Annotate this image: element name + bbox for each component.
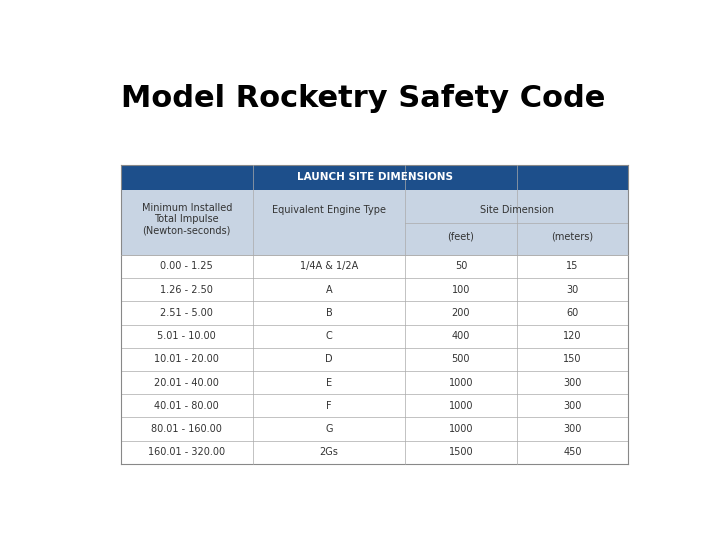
Text: Minimum Installed
Total Impulse
(Newton-seconds): Minimum Installed Total Impulse (Newton-…: [142, 203, 232, 236]
Text: Model Rocketry Safety Code: Model Rocketry Safety Code: [121, 84, 605, 112]
Text: 1/4A & 1/2A: 1/4A & 1/2A: [300, 261, 358, 272]
Text: C: C: [325, 331, 332, 341]
Text: 50: 50: [455, 261, 467, 272]
Text: A: A: [325, 285, 332, 295]
Text: 450: 450: [563, 447, 582, 457]
Text: F: F: [326, 401, 332, 411]
Text: 15: 15: [567, 261, 579, 272]
Bar: [121, 371, 629, 394]
Text: LAUNCH SITE DIMENSIONS: LAUNCH SITE DIMENSIONS: [297, 172, 453, 183]
Text: 400: 400: [451, 331, 470, 341]
Text: 0.00 - 1.25: 0.00 - 1.25: [161, 261, 213, 272]
Text: 1.26 - 2.50: 1.26 - 2.50: [161, 285, 213, 295]
Text: 2Gs: 2Gs: [320, 447, 338, 457]
Text: 1000: 1000: [449, 377, 473, 388]
Text: 120: 120: [563, 331, 582, 341]
Text: 2.51 - 5.00: 2.51 - 5.00: [161, 308, 213, 318]
Text: E: E: [326, 377, 332, 388]
Text: 1000: 1000: [449, 424, 473, 434]
Text: 300: 300: [564, 401, 582, 411]
Text: 150: 150: [563, 354, 582, 364]
Text: 10.01 - 20.00: 10.01 - 20.00: [154, 354, 219, 364]
Text: 30: 30: [567, 285, 579, 295]
Text: 1500: 1500: [449, 447, 473, 457]
Text: (meters): (meters): [552, 232, 594, 242]
Text: 60: 60: [567, 308, 579, 318]
Text: 200: 200: [451, 308, 470, 318]
Bar: [121, 301, 629, 325]
Bar: [121, 255, 629, 278]
Text: G: G: [325, 424, 333, 434]
Text: 300: 300: [564, 377, 582, 388]
Text: Site Dimension: Site Dimension: [480, 205, 554, 215]
Text: 40.01 - 80.00: 40.01 - 80.00: [154, 401, 219, 411]
Text: D: D: [325, 354, 333, 364]
Text: 500: 500: [451, 354, 470, 364]
Bar: [121, 348, 629, 371]
Text: 80.01 - 160.00: 80.01 - 160.00: [151, 424, 222, 434]
Text: (feet): (feet): [447, 232, 474, 242]
Text: Equivalent Engine Type: Equivalent Engine Type: [272, 205, 386, 215]
Bar: [121, 325, 629, 348]
Bar: [121, 394, 629, 417]
Text: 1000: 1000: [449, 401, 473, 411]
Text: 160.01 - 320.00: 160.01 - 320.00: [148, 447, 225, 457]
Text: 5.01 - 10.00: 5.01 - 10.00: [158, 331, 216, 341]
Bar: [121, 417, 629, 441]
Text: 100: 100: [451, 285, 470, 295]
Bar: [121, 278, 629, 301]
Bar: [121, 165, 629, 191]
Text: B: B: [325, 308, 332, 318]
Bar: [121, 441, 629, 464]
Text: 20.01 - 40.00: 20.01 - 40.00: [154, 377, 219, 388]
Text: 300: 300: [564, 424, 582, 434]
